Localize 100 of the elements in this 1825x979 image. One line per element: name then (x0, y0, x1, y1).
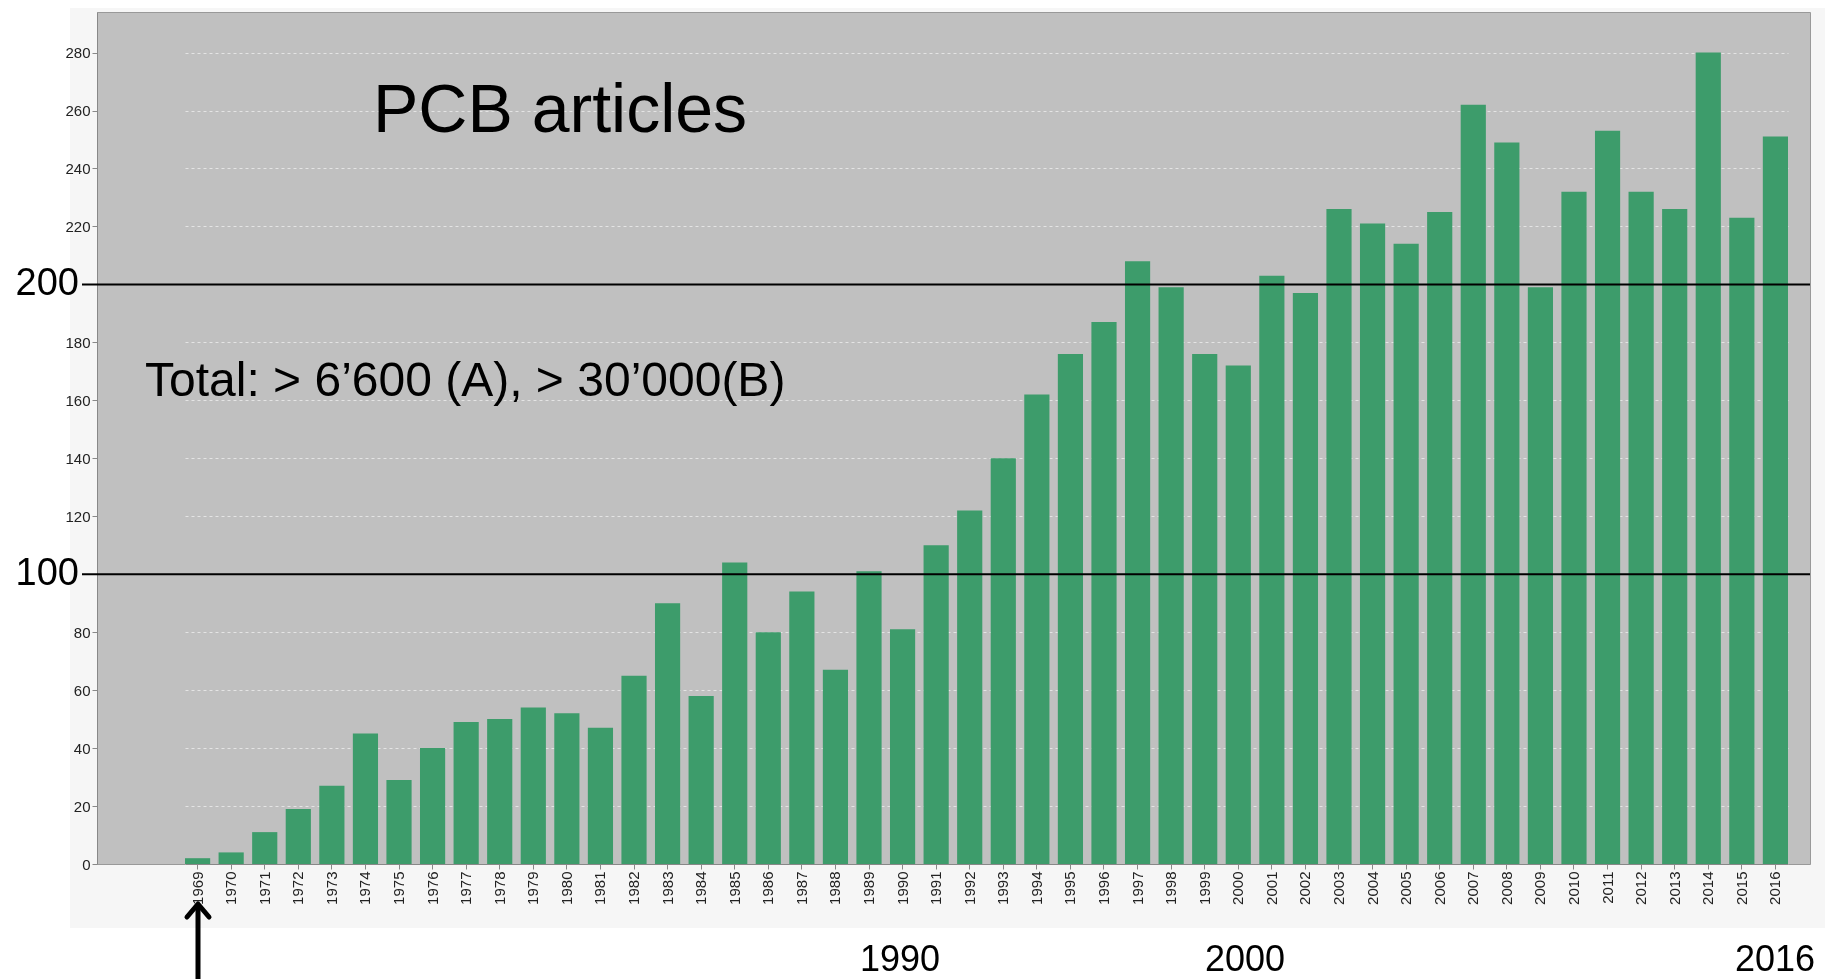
text: 2016 (1734, 938, 1816, 979)
bar (1192, 353, 1218, 864)
ref-line-label: 200 (15, 261, 79, 304)
bar (1527, 287, 1554, 864)
y-tick-label: 60 (73, 681, 91, 699)
bar (1124, 261, 1151, 864)
bar (520, 707, 546, 864)
x-tick-label: 2012 (1632, 871, 1650, 905)
x-tick-label: 1985 (725, 871, 743, 905)
y-tick-label: 40 (73, 739, 91, 757)
bar (1158, 287, 1184, 864)
bar (923, 545, 949, 864)
bar (1393, 243, 1419, 864)
bar (722, 562, 748, 864)
x-tick-label: 1979 (524, 871, 542, 905)
x-tick-label: 2001 (1262, 871, 1280, 905)
bar (352, 733, 379, 864)
annotation: Total: > 6’600 (A), > 30’000(B) (145, 353, 786, 406)
y-tick-label: 260 (65, 102, 91, 120)
x-tick-label: 1999 (1195, 871, 1213, 905)
x-tick-label: 2002 (1296, 871, 1314, 905)
x-tick-label: 1988 (826, 871, 844, 905)
bar (487, 719, 513, 864)
x-tick-label: 2011 (1598, 871, 1616, 904)
bar (1225, 365, 1251, 864)
x-tick-label: 2015 (1732, 871, 1750, 905)
x-tick-label: 1986 (759, 871, 777, 905)
bar (1628, 191, 1654, 864)
x-tick-label: 1976 (423, 871, 441, 905)
bar (386, 779, 412, 864)
bar (587, 727, 614, 864)
bar (453, 722, 479, 864)
x-tick-label: 1984 (692, 871, 710, 905)
bar (755, 632, 781, 864)
bar (252, 832, 278, 864)
bar (1762, 136, 1788, 864)
y-tick-label: 0 (82, 855, 91, 873)
x-tick-label: 1998 (1162, 871, 1180, 905)
bar (654, 603, 681, 864)
x-tick-label: 1993 (994, 871, 1012, 905)
x-tick-label: 2000 (1229, 871, 1247, 905)
bar (621, 675, 647, 864)
x-tick-label: 1974 (356, 871, 374, 905)
x-tick-label: 1983 (658, 871, 676, 905)
y-tick-label: 140 (65, 449, 91, 467)
y-tick-label: 280 (65, 44, 91, 62)
text: PCB articles (373, 70, 748, 146)
x-tick-label: 1992 (960, 871, 978, 905)
bar (957, 510, 983, 864)
x-tick-label: 2014 (1699, 871, 1717, 905)
x-tick-label: 1991 (927, 871, 945, 905)
x-tick-label: 2008 (1497, 871, 1515, 905)
x-tick-label: 2005 (1397, 871, 1415, 905)
y-tick-label: 120 (65, 507, 91, 525)
x-tick-label: 1989 (860, 871, 877, 905)
bar (1695, 52, 1721, 864)
x-tick-label: 1969 (188, 871, 206, 905)
x-tick-label: 1997 (1128, 871, 1146, 905)
x-tick-label: 1970 (222, 871, 240, 905)
x-tick-label: 2016 (1766, 871, 1784, 905)
x-tick-label: 1973 (322, 871, 340, 905)
bar (1494, 142, 1520, 864)
y-tick-label: 220 (65, 217, 91, 235)
bar (1662, 209, 1688, 864)
x-tick-label: 2007 (1464, 871, 1482, 905)
bar (1359, 223, 1386, 864)
bar (218, 852, 244, 864)
bar (1561, 191, 1587, 864)
bar (419, 748, 446, 864)
bar (822, 669, 849, 864)
bar (688, 695, 714, 864)
bar (1326, 209, 1352, 864)
y-tick-label: 240 (65, 159, 91, 177)
text: 2000 (1204, 938, 1286, 979)
bar (1091, 322, 1117, 864)
text: 1990 (859, 938, 941, 979)
bar (1729, 217, 1755, 864)
bar (319, 785, 345, 864)
x-tick-label: 2004 (1363, 871, 1381, 905)
ref-line-label: 100 (15, 551, 79, 594)
y-tick-label: 180 (65, 333, 91, 351)
x-tick-label: 2003 (1329, 871, 1347, 905)
bar (889, 629, 916, 864)
x-tick-label: 1982 (625, 871, 643, 905)
bar (1427, 211, 1453, 864)
y-tick-label: 160 (65, 391, 91, 409)
x-tick-label: 1981 (591, 871, 609, 905)
x-tick-label: 1994 (1027, 871, 1045, 905)
x-tick-label: 1987 (792, 871, 810, 905)
x-tick-label: 1972 (289, 871, 307, 905)
bar (1024, 394, 1050, 864)
x-tick-label: 2009 (1531, 871, 1549, 905)
bar (990, 458, 1016, 864)
y-tick-label: 80 (73, 623, 91, 641)
bar (1292, 293, 1319, 864)
x-tick-label: 1996 (1095, 871, 1112, 905)
x-tick-label: 1980 (557, 871, 575, 905)
bar (285, 808, 311, 864)
x-tick-label: 2010 (1564, 871, 1582, 905)
bar (1057, 353, 1084, 864)
